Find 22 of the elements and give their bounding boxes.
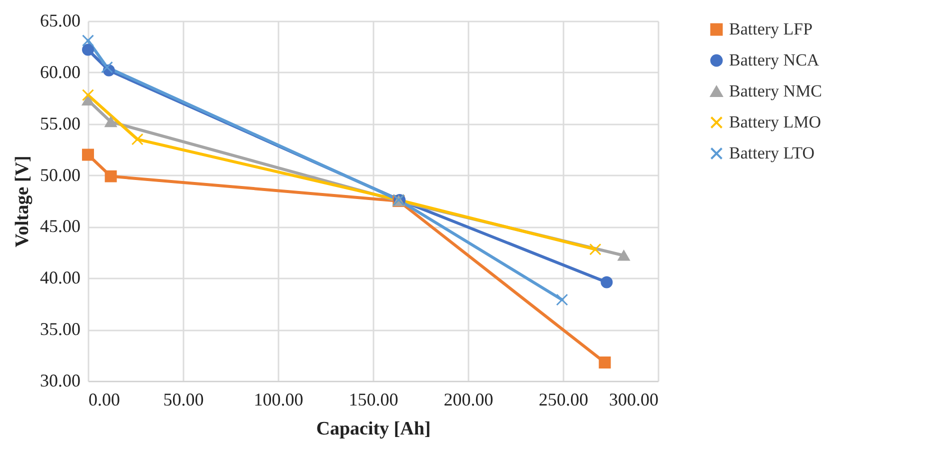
y-tick-label: 55.00 — [40, 113, 80, 134]
y-tick-label: 50.00 — [40, 164, 80, 185]
legend-label: Battery NCA — [729, 50, 820, 70]
y-tick-label: 35.00 — [40, 319, 80, 340]
legend-label: Battery NMC — [729, 82, 822, 100]
x-tick-label: 150.00 — [348, 390, 398, 410]
x-tick-label: 250.00 — [538, 390, 588, 410]
x-tick-label: 300.00 — [609, 390, 658, 410]
y-tick-label: 65.00 — [40, 10, 80, 30]
y-tick-label: 40.00 — [40, 268, 80, 288]
y-tick-label: 30.00 — [40, 370, 80, 390]
y-tick-label: 45.00 — [40, 216, 80, 236]
x-tick-label: 50.00 — [163, 390, 204, 410]
legend-label: Battery LMO — [729, 112, 822, 132]
x-tick-label: 100.00 — [254, 390, 304, 410]
x-tick-label: 200.00 — [444, 390, 494, 410]
x-axis-title: Capacity [Ah] — [316, 418, 431, 440]
x-tick-label: 0.00 — [88, 390, 120, 410]
y-tick-label: 60.00 — [40, 62, 80, 82]
legend-label: Battery LFP — [729, 20, 813, 38]
legend-label: Battery LTO — [729, 144, 814, 162]
y-axis-title: Voltage [V] — [12, 156, 33, 248]
